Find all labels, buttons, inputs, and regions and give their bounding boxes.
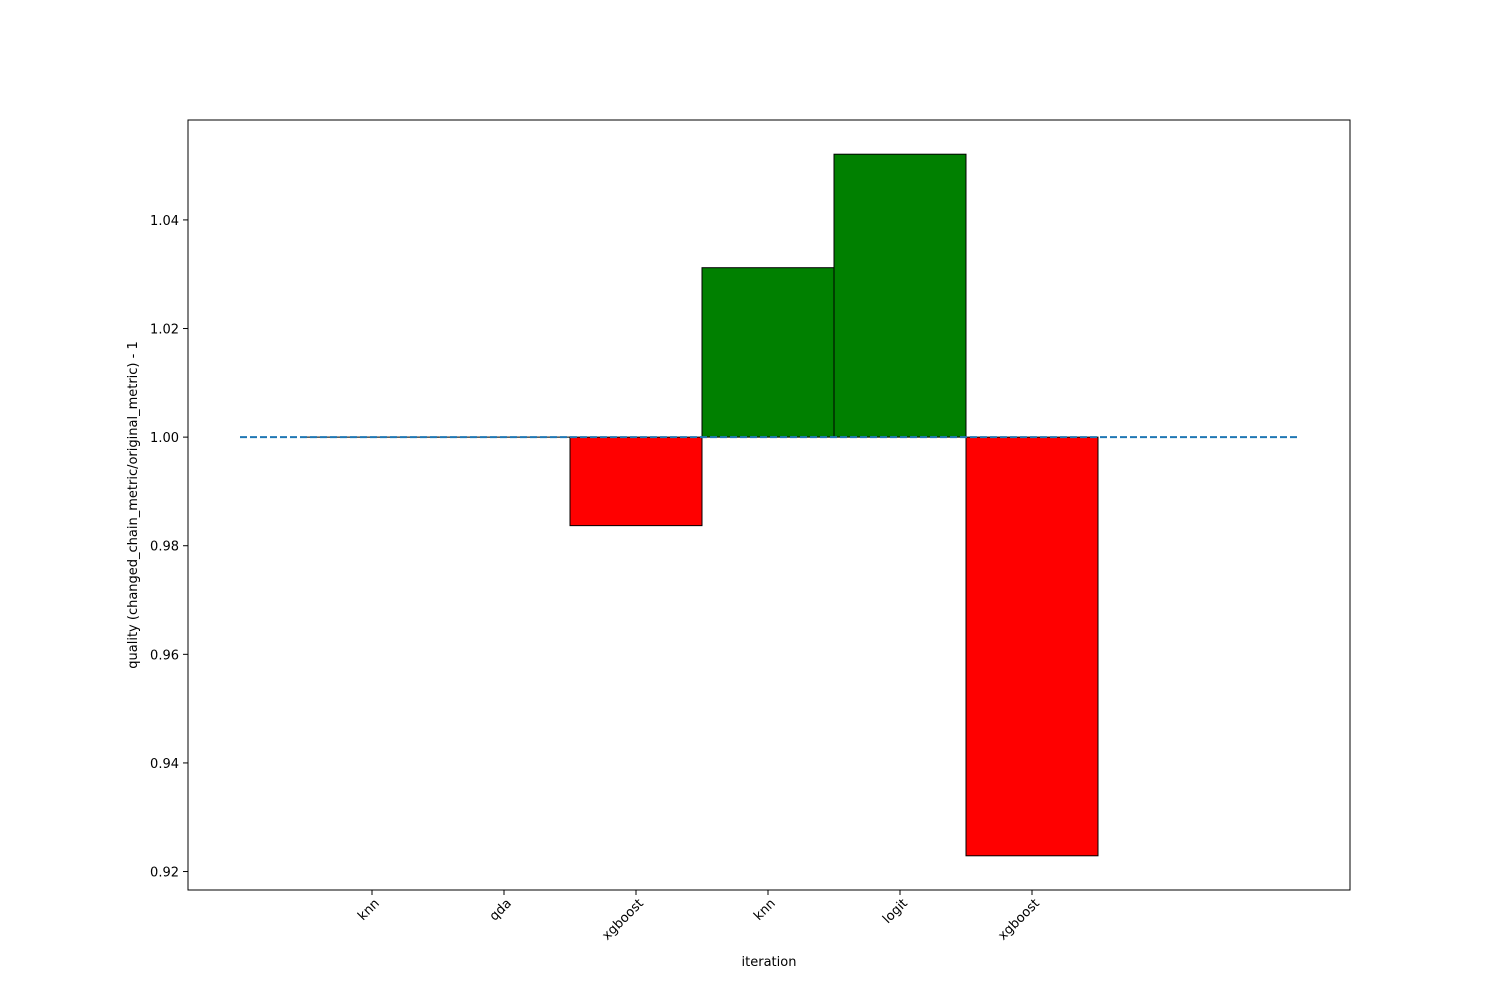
x-tick-label: xgboost	[599, 896, 646, 943]
y-axis: 0.92 0.94 0.96 0.98 1.00 1.02 1.04	[150, 214, 188, 881]
x-tick-label: qda	[487, 896, 515, 924]
x-tick-label: knn	[355, 896, 383, 924]
x-axis-label: iteration	[742, 955, 797, 970]
x-axis: knn qda xgboost knn logit xgboost	[355, 890, 1043, 944]
bar-4	[833, 153, 967, 438]
y-tick-label: 1.02	[150, 323, 179, 338]
x-tick-label: logit	[880, 896, 911, 927]
plot-frame	[187, 119, 1351, 891]
y-tick-label: 1.04	[150, 214, 179, 229]
x-tick-label: xgboost	[995, 896, 1042, 943]
y-tick-label: 0.96	[150, 648, 179, 663]
y-tick-label: 0.98	[150, 540, 179, 555]
y-axis-label: quality (changed_chain_metric/original_m…	[126, 341, 141, 668]
bar-5	[965, 436, 1099, 857]
bar-3	[701, 267, 835, 438]
bar-2	[569, 436, 703, 527]
x-tick-label: knn	[751, 896, 779, 924]
y-tick-label: 0.94	[150, 757, 179, 772]
y-tick-label: 0.92	[150, 866, 179, 881]
bars-layer	[305, 153, 1099, 857]
y-tick-label: 1.00	[150, 431, 179, 446]
